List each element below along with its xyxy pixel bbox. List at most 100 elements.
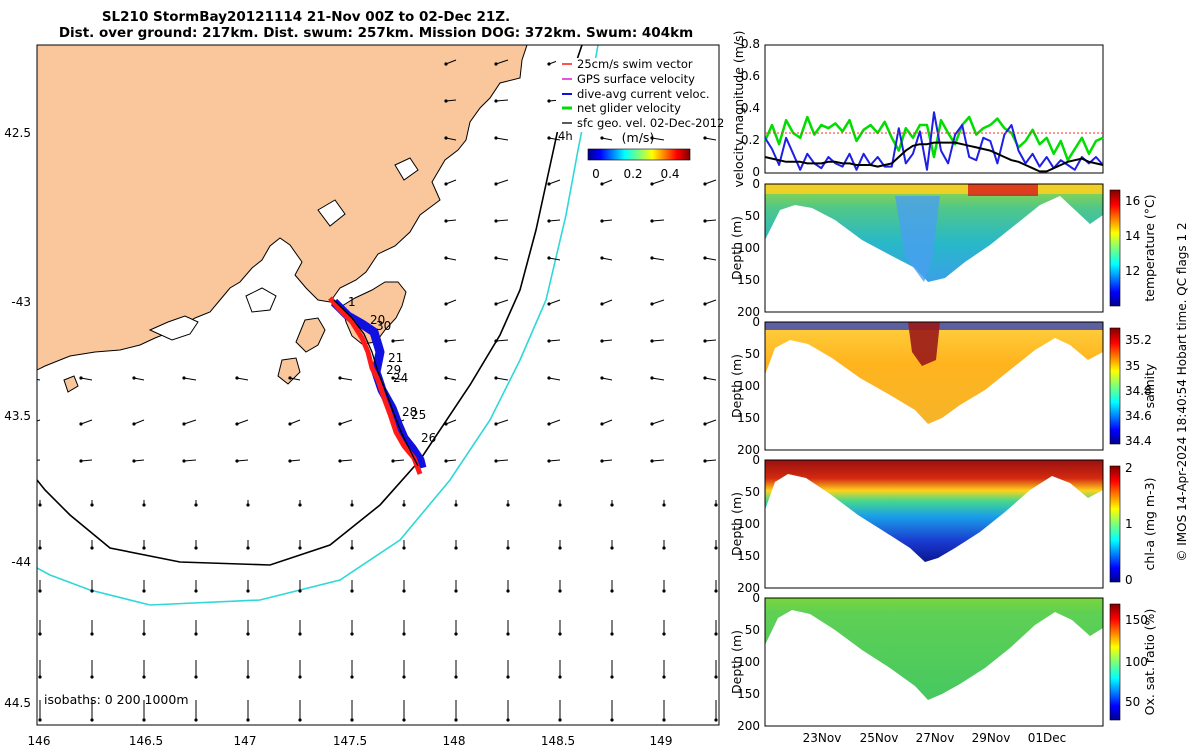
geo-velocity-arrow	[704, 377, 717, 381]
cb-tick: 14	[1125, 229, 1140, 243]
geo-velocity-arrowhead	[132, 459, 136, 463]
geo-velocity-arrowhead	[547, 219, 551, 223]
geo-velocity-arrowhead	[494, 136, 498, 140]
cb-tick: 50	[1125, 695, 1140, 709]
geo-velocity-arrow	[80, 377, 93, 381]
geo-velocity-arrow	[601, 257, 613, 261]
geo-velocity-arrowhead	[235, 422, 239, 426]
legend-tag: 4h	[558, 129, 573, 143]
geo-velocity-arrowhead	[703, 459, 707, 463]
geo-velocity-arrowhead	[350, 589, 354, 593]
geo-velocity-arrowhead	[506, 546, 510, 550]
geo-velocity-arrow	[183, 419, 197, 425]
geo-velocity-arrowhead	[444, 182, 448, 186]
lon-tick: 146.5	[129, 734, 163, 748]
lat-tick: -44	[11, 555, 31, 569]
colorbar-tick: 0.4	[660, 167, 679, 181]
geo-velocity-arrowhead	[26, 376, 29, 379]
temperature-section: 16 14 12 0 50 100 150 200 Depth (m) temp…	[729, 177, 1157, 319]
geo-velocity-arrow	[445, 99, 457, 102]
geo-velocity-arrowhead	[391, 376, 395, 380]
depth-tick: 100	[737, 655, 760, 669]
geo-velocity-arrow	[704, 219, 717, 222]
geo-velocity-arrow	[495, 459, 509, 462]
geo-velocity-arrowhead	[142, 546, 146, 550]
geo-velocity-arrow	[236, 419, 249, 425]
map-panel: 1 20 30 21 29 24 28 25 26 25cm/s swim ve…	[4, 44, 724, 748]
geo-velocity-arrowhead	[454, 503, 458, 507]
depth-tick: 100	[737, 379, 760, 393]
lon-axis: 146 146.5 147 147.5 148 148.5 149	[28, 734, 673, 748]
geo-velocity-arrowhead	[600, 182, 604, 186]
geo-velocity-arrowhead	[610, 632, 614, 636]
depth-tick: 150	[737, 549, 760, 563]
geo-velocity-arrowhead	[494, 62, 498, 66]
geo-velocity-arrowhead	[26, 459, 29, 462]
chla-field	[765, 460, 1103, 562]
geo-velocity-arrowhead	[494, 422, 498, 426]
legend-net: net glider velocity	[577, 101, 681, 115]
geo-velocity-arrow	[601, 137, 613, 141]
geo-velocity-arrowhead	[662, 632, 666, 636]
geo-velocity-arrowhead	[298, 503, 302, 507]
temperature-warm-surface	[765, 184, 1103, 194]
legend-swim: 25cm/s swim vector	[577, 57, 693, 71]
geo-velocity-arrow	[495, 137, 509, 141]
lon-tick: 148.5	[541, 734, 575, 748]
geo-velocity-arrow	[445, 137, 457, 141]
geo-velocity-arrowhead	[650, 339, 654, 343]
geo-velocity-arrow	[445, 257, 457, 261]
map-frame	[36, 44, 720, 726]
isobath-1000m	[37, 45, 599, 606]
geo-velocity-arrow	[495, 59, 509, 65]
legend-gps: GPS surface velocity	[577, 72, 695, 86]
geo-velocity-arrowhead	[662, 675, 666, 679]
geo-velocity-arrow	[392, 377, 405, 381]
map-legend: 25cm/s swim vector GPS surface velocity …	[556, 57, 724, 181]
geo-velocity-arrowhead	[558, 589, 562, 593]
geo-velocity-arrowhead	[506, 718, 510, 722]
geo-velocity-arrowhead	[714, 503, 718, 507]
depth-tick: 150	[737, 687, 760, 701]
geo-velocity-arrowhead	[703, 376, 707, 380]
geo-velocity-arrow	[651, 219, 665, 222]
geo-velocity-arrowhead	[182, 459, 186, 463]
geo-velocity-arrowhead	[558, 503, 562, 507]
geo-velocity-arrowhead	[90, 675, 94, 679]
oxsat-field	[765, 598, 1103, 700]
geo-velocity-arrowhead	[298, 589, 302, 593]
geo-velocity-arrowhead	[454, 589, 458, 593]
geo-velocity-arrowhead	[182, 376, 186, 380]
geo-velocity-arrowhead	[650, 182, 654, 186]
depth-tick: 100	[737, 517, 760, 531]
geo-velocity-arrow	[495, 257, 509, 261]
geo-velocity-arrowhead	[402, 503, 406, 507]
geo-velocity-arrowhead	[506, 675, 510, 679]
geo-velocity-arrowhead	[298, 546, 302, 550]
track-labels: 1 20 30 21 29 24 28 25 26	[348, 295, 436, 445]
geo-velocity-arrowhead	[558, 675, 562, 679]
geo-velocity-arrow	[236, 377, 249, 381]
geo-velocity-arrowhead	[703, 219, 707, 223]
geo-velocity-arrowhead	[90, 718, 94, 722]
geo-velocity-arrow	[339, 459, 353, 462]
geo-velocity-arrow	[183, 377, 197, 381]
geo-velocity-arrow	[548, 179, 561, 185]
geo-velocity-arrowhead	[600, 219, 604, 223]
velocity-series	[763, 111, 1104, 173]
geo-velocity-arrow	[37, 378, 41, 381]
geo-velocity-arrowhead	[610, 546, 614, 550]
geo-velocity-arrow	[133, 377, 145, 381]
geo-velocity-arrowhead	[444, 62, 448, 66]
geo-velocity-arrow	[704, 419, 717, 425]
geo-velocity-arrow	[495, 419, 509, 425]
geo-velocity-arrow	[445, 339, 457, 342]
geo-velocity-arrowhead	[444, 219, 448, 223]
colorbar-title: (m/s)	[622, 130, 655, 145]
geo-velocity-arrowhead	[454, 632, 458, 636]
geo-velocity-arrowhead	[650, 256, 654, 260]
cb-tick: 35.2	[1125, 333, 1152, 347]
date-axis: 23Nov 25Nov 27Nov 29Nov 01Dec	[803, 731, 1067, 745]
geo-velocity-arrow	[289, 419, 301, 425]
temperature-cb-label: temperature (°C)	[1142, 194, 1157, 301]
